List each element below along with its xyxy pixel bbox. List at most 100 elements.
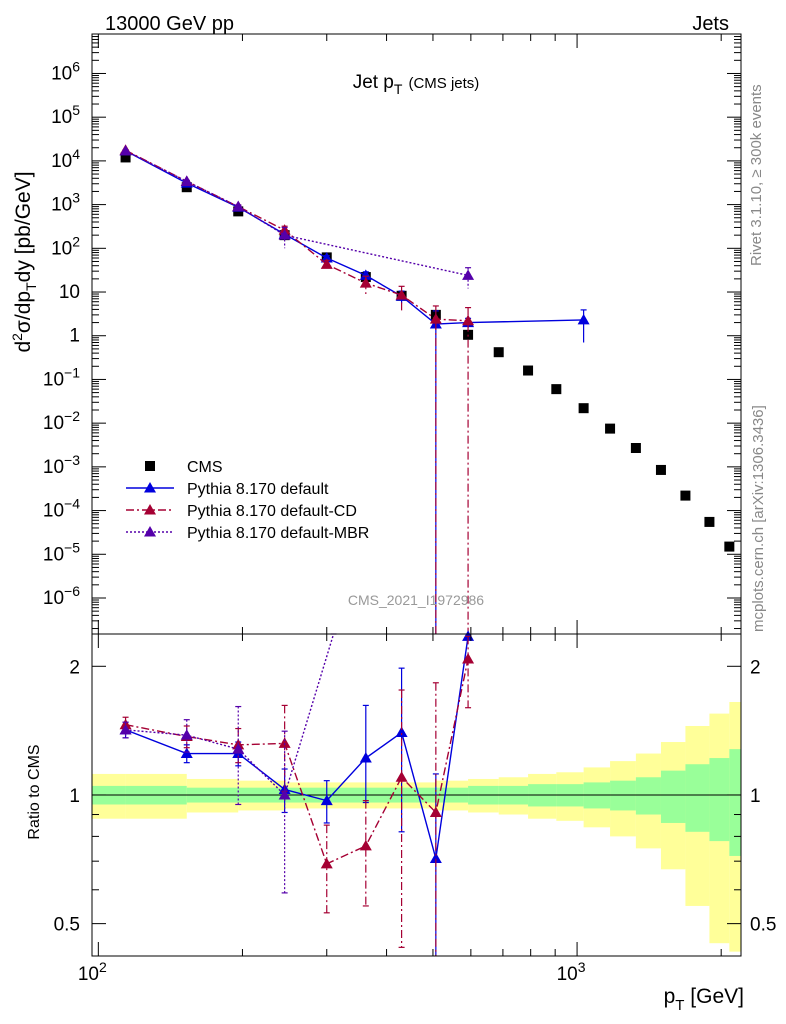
header-right: Jets [692,13,729,35]
series-line [125,149,469,322]
y-tick-exponent: 3 [72,190,80,206]
side-text-top: Rivet 3.1.10, ≥ 300k events [748,84,765,266]
series-point [320,258,333,269]
x-tick-mantissa: 10 [557,964,578,985]
y-tick-label: 10 [59,282,80,303]
cms-point [523,365,534,376]
y-tick-label: 10−5 [43,539,80,565]
y-tick-mantissa: 10 [43,501,64,522]
y-tick-mantissa: 10 [43,457,64,478]
y-tick-mantissa: 10 [51,151,72,172]
ratio-y-tick-label-right: 2 [750,657,761,678]
ratio-line [125,636,469,859]
legend-marker [144,526,156,537]
main-frame [91,33,742,635]
band-inner [660,770,686,823]
band-inner [610,780,636,811]
y-tick-exponent: 2 [72,233,80,249]
ratio-y-tick-label-left: 1 [69,786,80,807]
legend-item-0: CMS [145,459,223,476]
y-tick-mantissa: 10 [43,544,64,565]
cms-point [680,490,691,501]
main-title-subscript: T [394,81,403,97]
legend-label: Pythia 8.170 default-CD [187,503,357,520]
ratio-point [320,794,333,806]
cms-point [724,541,735,552]
ratio-point [395,771,408,782]
ratio-point [359,752,372,763]
ratio-y-axis-label: Ratio to CMS [26,744,43,839]
main-title-extra: (CMS jets) [408,75,479,92]
ratio-line [125,633,335,797]
x-tick-label: 102 [78,959,107,985]
main-title: Jet pT (CMS jets) [353,72,480,97]
y-tick-label: 10−4 [43,496,80,522]
y-tick-mantissa: 1 [69,326,80,347]
ratio-point [278,788,291,800]
main-axes: 10−610−510−410−310−210−11101021031041051… [43,33,742,635]
y-tick-label: 10−6 [43,583,80,609]
y-tick-exponent: 6 [72,58,80,74]
header-left: 13000 GeV pp [105,13,234,35]
series-line [125,150,584,325]
y-tick-mantissa: 10 [43,413,64,434]
main-panel: CMS_2021_I1972986 10−610−510−410−310−210… [9,33,742,635]
legend-label: Pythia 8.170 default [187,481,329,498]
ratio-point [180,747,193,759]
main-title-text: Jet p [353,72,394,93]
ratio-y-tick-label-right: 0.5 [750,915,776,936]
y-tick-label: 104 [51,146,80,172]
y-tick-mantissa: 10 [51,238,72,259]
ratio-data-layer [92,630,741,956]
x-tick-exponent: 3 [578,959,586,975]
main-y-axis-label: d2σ/dpTdy [pb/GeV] [9,171,39,352]
y-tick-exponent: 5 [72,102,80,118]
y-tick-label: 10−3 [43,452,80,478]
y-tick-label: 10−2 [43,408,80,434]
y-tick-label: 1 [69,326,80,347]
band-inner [709,758,730,842]
legend-marker [145,461,155,471]
y-tick-mantissa: 10 [51,107,72,128]
series-point [232,200,245,212]
y-tick-mantissa: 10 [51,63,72,84]
cms-point [551,384,562,395]
ratio-point [119,723,132,735]
x-tick-exponent: 2 [99,959,107,975]
y-tick-label: 102 [51,233,80,259]
legend-item-3: Pythia 8.170 default-MBR [126,525,369,542]
y-tick-label: 10−1 [43,364,80,390]
main-series-1 [119,144,590,634]
x-tick-label: 103 [557,959,586,985]
series-point [359,269,372,280]
band-inner [685,764,710,832]
y-tick-exponent: 4 [72,146,80,162]
ratio-series-1 [119,635,475,956]
y-tick-exponent: −3 [64,452,80,468]
ratio-point [278,737,291,748]
y-tick-exponent: −2 [64,408,80,424]
ratio-point [359,839,372,851]
band-inner [635,777,661,815]
side-text-bottom: mcplots.cern.ch [arXiv:1306.3436] [750,405,767,632]
ratio-point [429,852,442,864]
series-point [462,314,475,326]
ratio-y-tick-label-left: 0.5 [54,915,80,936]
ratio-series-2 [119,633,337,894]
series-point [119,144,132,156]
cms-point [578,403,589,414]
ratio-point [232,743,245,754]
main-series-2 [119,144,475,634]
ratio-line [125,658,469,865]
ratio-point [180,729,193,740]
cms-point [493,347,504,358]
y-tick-label: 105 [51,102,80,128]
y-tick-exponent: −6 [64,583,80,599]
band-inner [729,749,741,856]
legend-item-1: Pythia 8.170 default [126,481,329,498]
y-tick-label: 103 [51,190,80,216]
cms-point [630,443,641,454]
ratio-y-tick-label-right: 1 [750,786,761,807]
watermark: CMS_2021_I1972986 [348,592,484,608]
